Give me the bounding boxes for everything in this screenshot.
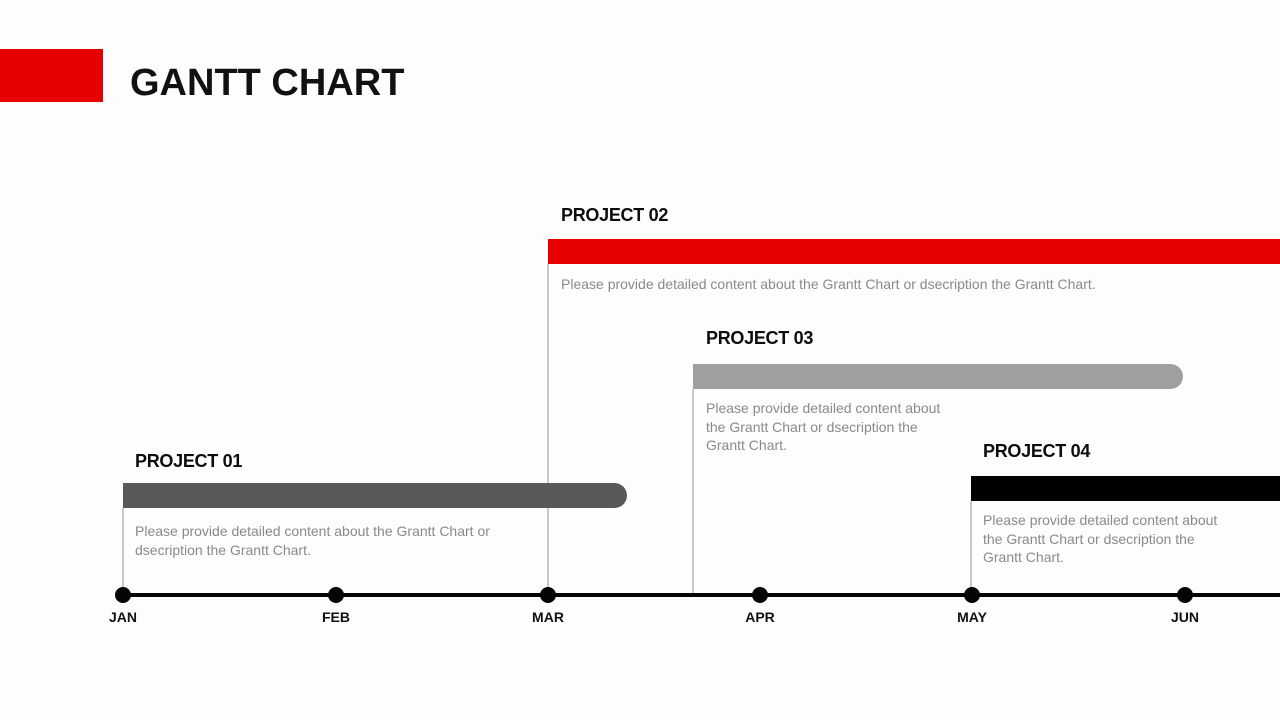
- month-label-mar: MAR: [532, 609, 564, 625]
- project-02-description: Please provide detailed content about th…: [561, 276, 1096, 292]
- month-label-jun: JUN: [1170, 609, 1199, 625]
- project-01-bar[interactable]: [123, 483, 627, 508]
- timeline-marker-jan: [115, 587, 131, 603]
- project-04-title: PROJECT 04: [983, 441, 1091, 461]
- project-02-connector: [547, 264, 549, 595]
- project-02-title: PROJECT 02: [561, 205, 669, 225]
- timeline-marker-jun: [1177, 587, 1193, 603]
- title-accent-block: [0, 49, 103, 102]
- timeline-marker-feb: [328, 587, 344, 603]
- project-04-connector: [970, 501, 972, 595]
- project-01-description: Please provide detailed content about th…: [135, 523, 490, 558]
- project-03-bar[interactable]: [693, 364, 1183, 389]
- project-03-description: Please provide detailed content about th…: [706, 400, 941, 453]
- timeline-axis: [123, 593, 1280, 597]
- month-label-jan: JAN: [108, 609, 137, 625]
- month-label-may: MAY: [957, 609, 987, 625]
- page-title: GANTT CHART: [130, 62, 405, 104]
- month-label-feb: FEB: [322, 609, 350, 625]
- project-04-description: Please provide detailed content about th…: [983, 512, 1218, 565]
- timeline-marker-may: [964, 587, 980, 603]
- month-label-apr: APR: [745, 609, 775, 625]
- project-04-bar[interactable]: [971, 476, 1280, 501]
- project-01-connector: [122, 508, 124, 595]
- project-01-title: PROJECT 01: [135, 451, 243, 471]
- project-02-bar[interactable]: [548, 239, 1280, 264]
- timeline-marker-mar: [540, 587, 556, 603]
- project-03-title: PROJECT 03: [706, 328, 814, 348]
- timeline-marker-apr: [752, 587, 768, 603]
- project-03-connector: [692, 389, 694, 595]
